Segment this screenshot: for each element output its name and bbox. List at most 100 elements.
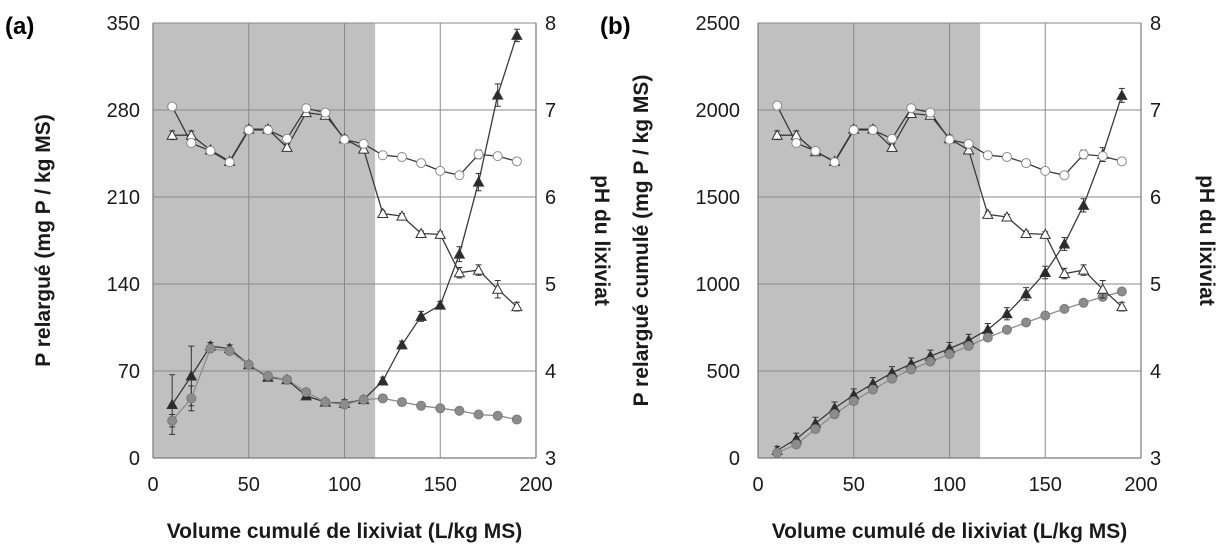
data-point-circle [848,125,859,136]
data-point-triangle [415,227,427,239]
data-point-circle [454,170,465,181]
data-point-circle [435,403,446,414]
y-axis-label: P relargué (mg P / kg MS) [32,114,55,366]
data-point-triangle [166,129,178,140]
data-point-circle [186,393,197,404]
data-point-circle [320,397,331,408]
data-point-circle [339,134,350,145]
data-point-circle [186,138,197,149]
panel-a: 0 70 140 210 280 350 3 4 5 6 7 8 0 50 100 150 200 Volume … [5,13,613,543]
panel-label: (b) [600,13,631,40]
data-point-circle [1021,317,1032,328]
data-point-triangle [981,208,994,219]
data-point-circle [454,405,465,416]
series-2-points [167,343,522,428]
data-point-circle [492,151,503,162]
y-tick-label: 210 [107,187,140,209]
x-tick-label: 150 [424,474,457,496]
data-point-circle [848,396,859,407]
data-point-triangle [1077,199,1090,210]
x-tick-label: 0 [752,474,763,496]
data-point-triangle [396,210,408,221]
data-point-circle [301,387,312,398]
y-tick-label: 280 [107,100,140,122]
data-point-circle [320,107,331,118]
y2-axis-label: pH du lixiviat [1195,175,1218,306]
data-point-circle [339,399,350,410]
data-point-triangle [453,266,466,278]
data-point-triangle [1020,287,1032,299]
x-tick-label: 100 [328,474,361,496]
series-4-points [772,100,1127,181]
data-point-triangle [491,283,504,294]
data-point-circle [963,138,974,149]
y2-tick-label: 5 [545,274,556,296]
y-tick-label: 0 [729,448,740,470]
data-point-circle [829,409,840,420]
data-point-circle [1021,158,1032,169]
x-tick-label: 200 [1124,474,1157,496]
data-point-triangle [376,374,389,386]
data-point-triangle [1039,228,1052,239]
data-point-triangle [281,141,293,152]
data-point-circle [473,149,484,160]
data-point-circle [1040,165,1051,176]
y2-tick-label: 5 [1150,274,1161,296]
data-point-circle [925,356,936,367]
data-point-triangle [511,300,523,312]
data-point-triangle [1001,210,1013,222]
data-point-circle [358,138,369,149]
data-point-circle [1116,286,1127,297]
shaded-region [153,23,376,458]
y2-tick-label: 6 [1150,187,1161,209]
data-point-circle [867,125,878,136]
y-tick-label: 140 [107,274,140,296]
data-point-circle [282,133,293,144]
data-point-triangle [1058,237,1071,249]
y-tick-label: 1500 [696,187,741,209]
data-point-circle [772,100,783,111]
data-point-circle [1059,303,1070,314]
data-point-circle [243,125,254,136]
y-tick-label: 0 [129,448,140,470]
data-point-circle [224,346,235,357]
data-point-triangle [166,398,178,410]
x-tick-label: 50 [238,474,260,496]
data-point-circle [867,384,878,395]
data-point-circle [1001,151,1012,162]
data-point-triangle [434,299,447,310]
data-point-circle [887,133,898,144]
y2-tick-label: 8 [1150,13,1161,35]
data-point-circle [906,103,917,114]
data-point-circle [1116,156,1127,167]
data-point-triangle [886,141,898,152]
data-point-circle [435,165,446,176]
data-point-circle [791,439,802,450]
data-point-circle [925,107,936,118]
y2-tick-label: 8 [545,13,556,35]
data-point-circle [416,400,427,411]
panel-b: 0 500 1000 1500 2000 2500 3 4 5 6 7 8 0 50 100 150 200 Vo… [600,13,1218,543]
x-axis-label: Volume cumulé de lixiviat (L/kg MS) [167,520,523,543]
data-point-circle [944,134,955,145]
data-point-circle [416,158,427,169]
data-point-circle [982,150,993,161]
data-point-circle [243,359,254,370]
y2-tick-label: 4 [1150,361,1161,383]
data-point-triangle [1001,307,1013,319]
data-point-circle [167,415,178,426]
data-point-triangle [962,143,975,155]
data-point-triangle [472,176,485,187]
data-point-circle [473,409,484,420]
data-point-circle [282,374,293,385]
x-tick-label: 50 [843,474,865,496]
panel-label: (a) [5,13,34,40]
data-point-circle [492,410,503,421]
data-point-circle [511,414,522,425]
y-tick-label: 1000 [696,274,741,296]
data-point-circle [262,125,273,136]
x-tick-label: 150 [1029,474,1062,496]
data-point-circle [829,157,840,168]
data-point-triangle [491,89,504,100]
series-2-points [772,286,1127,458]
